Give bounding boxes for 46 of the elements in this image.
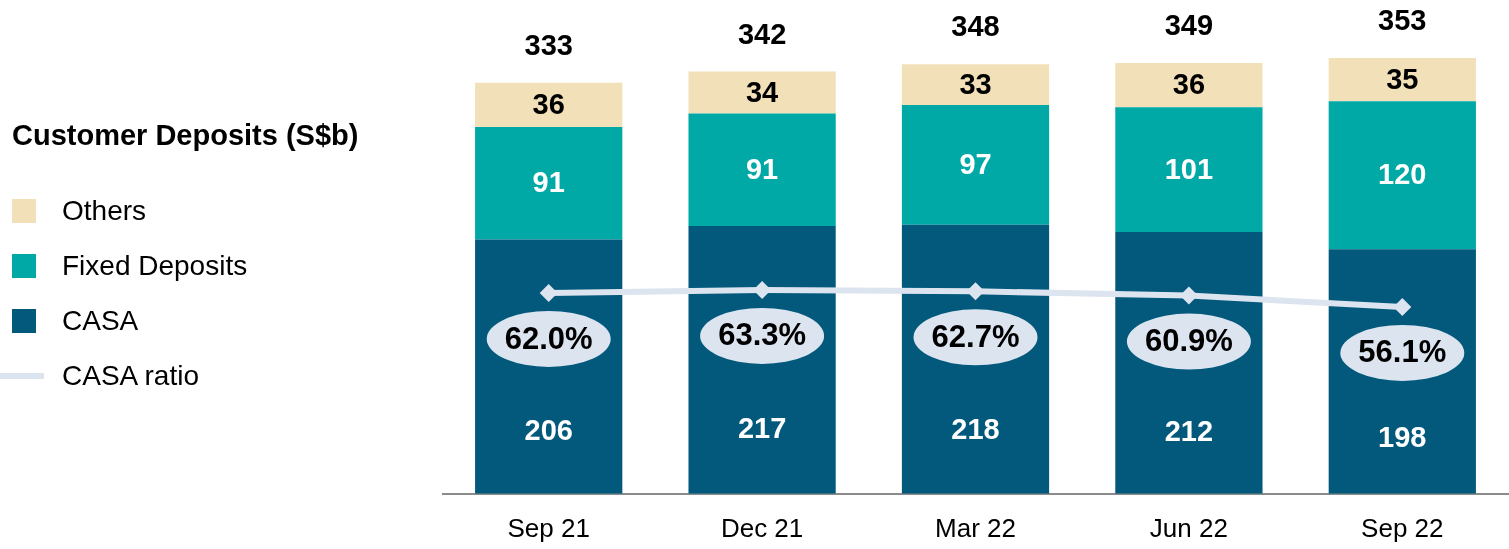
data-label: 36 — [532, 87, 565, 120]
legend-label: Others — [62, 194, 147, 227]
data-label: 33 — [959, 67, 992, 100]
data-label: 63.3% — [718, 317, 807, 353]
bar — [1115, 62, 1263, 108]
x-tick-label: Jun 22 — [1149, 512, 1228, 543]
data-label: 62.0% — [504, 320, 593, 356]
data-label: 212 — [1164, 415, 1214, 448]
bar — [1115, 107, 1263, 233]
total-label: 342 — [737, 17, 787, 50]
data-label: 120 — [1378, 158, 1427, 191]
data-label: 91 — [532, 166, 565, 199]
bar — [688, 71, 836, 114]
data-label: 56.1% — [1358, 334, 1447, 370]
data-label: 206 — [524, 413, 573, 446]
bar — [901, 64, 1050, 105]
total-label: 348 — [951, 10, 1000, 43]
data-label: 217 — [737, 412, 787, 445]
bar — [475, 127, 623, 240]
data-label: 62.7% — [931, 318, 1020, 354]
bar — [688, 113, 836, 226]
x-tick-label: Sep 21 — [507, 512, 590, 543]
point — [1393, 297, 1412, 316]
total-label: 353 — [1378, 3, 1427, 36]
data-label: 101 — [1164, 152, 1214, 185]
data-label: 198 — [1378, 420, 1427, 453]
bar — [475, 82, 623, 128]
bar — [1328, 57, 1476, 102]
legend-label: CASA — [62, 304, 139, 337]
data-label: 60.9% — [1144, 323, 1233, 359]
bar — [1328, 101, 1476, 250]
data-label: 97 — [959, 147, 992, 180]
x-tick-label: Dec 21 — [720, 512, 804, 543]
total-label: 349 — [1164, 8, 1214, 41]
total-label: 333 — [524, 28, 573, 61]
data-label: 36 — [1172, 68, 1206, 101]
data-label: 91 — [745, 152, 779, 185]
bar — [901, 104, 1050, 225]
data-label: 34 — [745, 75, 779, 108]
legend-title: Customer Deposits (S$b) — [12, 118, 360, 153]
legend-label: CASA ratio — [62, 359, 199, 392]
x-tick-label: Mar 22 — [935, 512, 1016, 543]
legend-label: Fixed Deposits — [62, 249, 248, 282]
data-label: 35 — [1386, 62, 1419, 95]
x-tick-label: Sep 22 — [1361, 512, 1444, 543]
data-label: 218 — [951, 413, 1000, 446]
